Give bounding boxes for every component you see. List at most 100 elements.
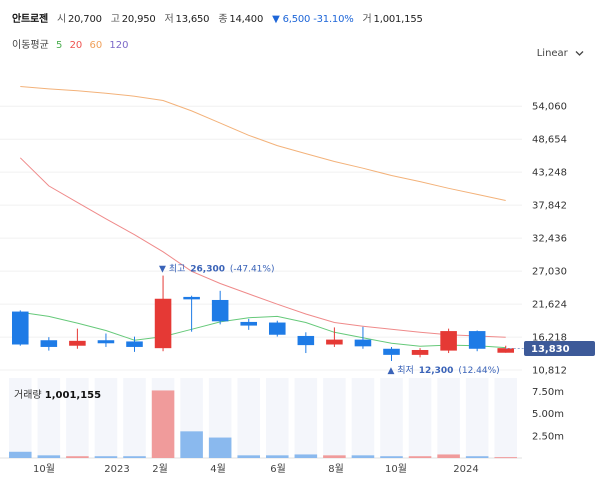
candle-body xyxy=(40,340,58,347)
candle-body xyxy=(411,349,429,355)
candle-body xyxy=(354,339,372,347)
candle-body xyxy=(497,348,515,353)
ma-legend-120[interactable]: 120 xyxy=(109,40,129,51)
time-tick-label: 2월 xyxy=(152,463,168,475)
ma-legend-20[interactable]: 20 xyxy=(69,40,83,51)
scale-toggle-label: Linear xyxy=(536,48,568,59)
candle-body xyxy=(126,341,143,347)
price-tick-label: 32,436 xyxy=(532,234,567,245)
volume-slot xyxy=(323,378,346,458)
volume-bar xyxy=(437,454,460,458)
high-annotation-marker: ▼ 최고 xyxy=(159,264,185,275)
volume-slot xyxy=(266,378,289,458)
change-amount: 6,500 xyxy=(282,14,311,25)
ma20-path xyxy=(19,157,506,338)
price-header: 안트로젠 시 20,700 고 20,950 저 13,650 종 14,400 ▼ 6… xyxy=(12,10,429,25)
candle-body xyxy=(468,331,486,349)
open-label: 시 xyxy=(56,14,66,25)
ma5-path xyxy=(20,311,506,349)
volume-bar xyxy=(66,456,89,458)
price-tick-label: 16,218 xyxy=(532,333,567,344)
volume-slot xyxy=(465,378,489,458)
volume-bar xyxy=(180,431,203,458)
volume-bar xyxy=(208,437,232,458)
candle-body xyxy=(268,322,286,335)
candle-body xyxy=(97,340,115,344)
volume-bar xyxy=(408,456,432,458)
ma-legend-label: 이동평균 xyxy=(12,40,49,51)
candle-body xyxy=(154,298,172,349)
candle-body xyxy=(440,331,457,351)
price-tick-label: 10,812 xyxy=(532,366,567,377)
stock-name: 안트로젠 xyxy=(12,14,48,25)
change-value: ▼ 6,500 -31.10% xyxy=(272,14,354,25)
volume-tick-label: 5.00m xyxy=(532,409,564,420)
chevron-down-icon xyxy=(575,50,584,56)
low-label: 저 xyxy=(164,14,174,25)
price-grid xyxy=(0,105,522,371)
high-value: 20,950 xyxy=(121,14,156,25)
time-tick-label: 2023 xyxy=(104,464,129,475)
price-tick-label: 21,624 xyxy=(532,300,567,311)
close-label: 종 xyxy=(218,14,228,25)
volume-slot xyxy=(180,378,203,458)
scale-toggle[interactable]: Linear xyxy=(537,48,584,59)
price-tick-label: 48,654 xyxy=(532,135,567,146)
volume-slot xyxy=(380,378,403,458)
price-tick-label: 27,030 xyxy=(532,267,567,278)
volume-bar xyxy=(494,457,517,459)
candle-body xyxy=(183,296,200,300)
candles xyxy=(11,275,515,361)
volume-value: 1,001,155 xyxy=(373,14,423,25)
volume-slot xyxy=(351,378,375,458)
time-tick-label: 10월 xyxy=(385,463,407,475)
volume-label: 거 xyxy=(362,14,372,25)
ma-legend-60[interactable]: 60 xyxy=(89,40,103,51)
time-tick-label: 6월 xyxy=(270,463,286,475)
ma5-line xyxy=(20,311,506,349)
volume-bar xyxy=(465,456,489,458)
time-tick-label: 2024 xyxy=(453,464,478,475)
low-annotation-value: 12,300 xyxy=(419,366,454,376)
candle-body xyxy=(297,335,315,346)
time-tick-label: 4월 xyxy=(210,463,226,475)
high-label: 고 xyxy=(110,14,120,25)
volume-slot xyxy=(123,378,146,458)
moving-average-legend: 이동평균 5 20 60 120 xyxy=(12,36,133,51)
change-down-icon: ▼ xyxy=(272,14,280,25)
volume-slot xyxy=(437,378,460,458)
volume-bar xyxy=(323,455,346,458)
time-tick-label: 10월 xyxy=(33,463,55,475)
price-tick-label: 37,842 xyxy=(532,201,567,212)
volume-slot xyxy=(151,378,175,458)
ma-legend-5[interactable]: 5 xyxy=(56,40,63,51)
volume-bar xyxy=(37,455,61,458)
ma20-line xyxy=(19,157,506,338)
current-price-value: 13,830 xyxy=(531,344,570,355)
current-price-tag: 13,830 xyxy=(524,341,595,356)
time-axis: 10월 2023 2월 4월 6월 8월 10월 2024 xyxy=(33,463,479,475)
volume-tick-label: 2.50m xyxy=(532,431,564,442)
volume-tick-label: 7.50m xyxy=(532,387,564,398)
high-annotation-pct: (-47.41%) xyxy=(230,265,275,275)
volume-bar xyxy=(151,390,175,458)
candle-body xyxy=(11,311,29,345)
ma60-line xyxy=(20,86,506,201)
volume-bar xyxy=(351,455,375,458)
volume-slot xyxy=(294,378,318,458)
candle-body xyxy=(240,321,258,326)
change-percent: -31.10% xyxy=(313,14,354,25)
volume-bar xyxy=(266,455,289,458)
volume-bar xyxy=(94,456,118,458)
low-annotation-pct: (12.44%) xyxy=(458,366,499,376)
low-value: 13,650 xyxy=(175,14,210,25)
high-annotation-value: 26,300 xyxy=(190,265,225,275)
volume-bar xyxy=(380,456,403,458)
volume-panel-label: 거래량 xyxy=(14,390,42,401)
candle-body xyxy=(326,339,343,345)
close-value: 14,400 xyxy=(229,14,264,25)
price-axis: 54,060 48,654 43,248 37,842 32,436 27,030 21,6… xyxy=(505,102,567,377)
price-tick-label: 43,248 xyxy=(532,168,567,179)
